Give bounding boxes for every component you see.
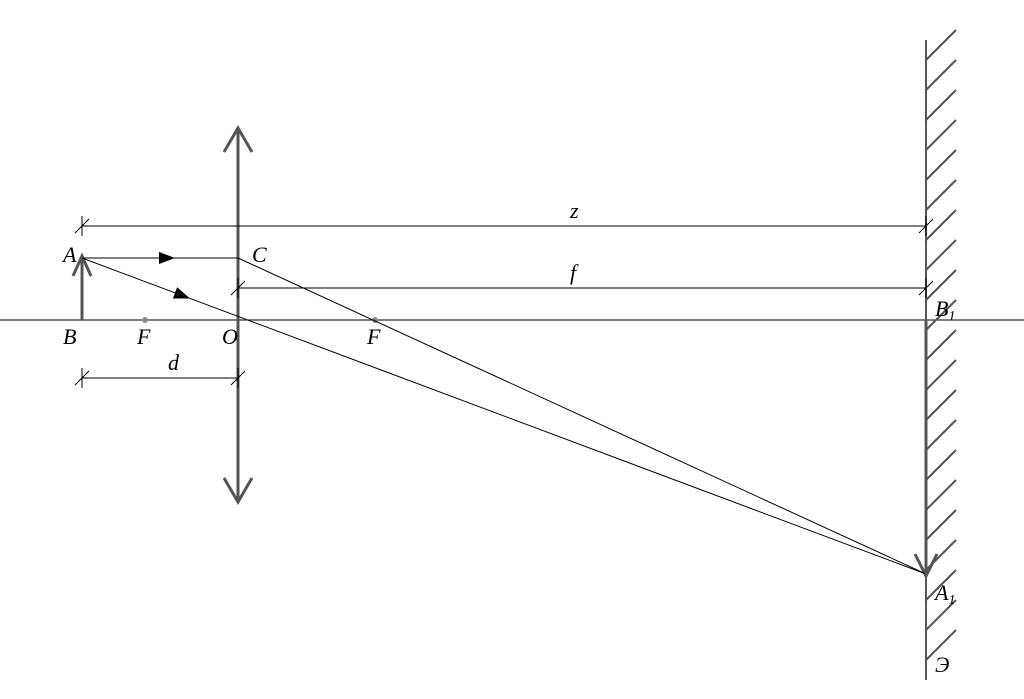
label-B: B	[63, 324, 76, 349]
dim-z	[75, 216, 933, 236]
optics-diagram: A B C O F F d f z B1 A1 Э	[0, 0, 1024, 699]
label-F-left: F	[136, 324, 151, 349]
label-E: Э	[935, 652, 949, 677]
label-B1: B1	[935, 296, 955, 324]
ray-through-focus	[238, 258, 926, 574]
label-f: f	[570, 260, 579, 285]
ray-center-arrow	[173, 287, 192, 304]
focus-left-dot	[142, 317, 148, 323]
dim-f	[231, 278, 933, 298]
label-A: A	[61, 242, 77, 267]
label-z: z	[569, 198, 579, 223]
label-O: O	[222, 324, 238, 349]
ray-through-center	[82, 258, 926, 574]
label-A1: A1	[933, 580, 955, 608]
label-C: C	[252, 242, 267, 267]
label-F-right: F	[366, 324, 381, 349]
label-d: d	[168, 350, 180, 375]
screen-hatching	[926, 30, 956, 660]
ray-parallel-arrow	[159, 252, 175, 264]
dim-d	[75, 368, 245, 388]
